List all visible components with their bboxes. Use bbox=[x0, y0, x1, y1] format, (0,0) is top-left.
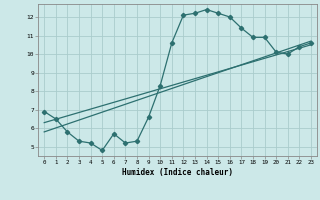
X-axis label: Humidex (Indice chaleur): Humidex (Indice chaleur) bbox=[122, 168, 233, 177]
